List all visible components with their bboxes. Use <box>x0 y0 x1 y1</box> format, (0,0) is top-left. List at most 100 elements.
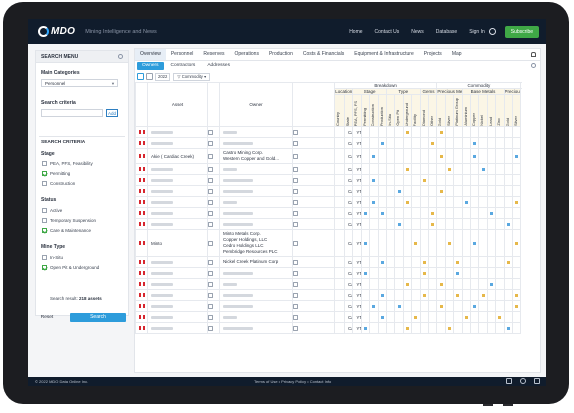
lock-icon[interactable] <box>208 314 213 320</box>
owner-name-cell[interactable] <box>219 163 293 175</box>
lock-icon[interactable] <box>293 292 298 298</box>
lock-icon[interactable] <box>293 259 298 265</box>
export-icon[interactable] <box>137 73 144 80</box>
lock-icon[interactable] <box>293 188 298 194</box>
owner-name-cell[interactable] <box>219 126 293 138</box>
owner-name-cell[interactable] <box>219 278 293 290</box>
tab-equipment-infrastructure[interactable]: Equipment & Infrastructure <box>354 51 414 57</box>
facebook-icon[interactable] <box>520 378 526 384</box>
owner-name-cell[interactable] <box>219 300 293 312</box>
add-button[interactable]: Add <box>106 109 118 117</box>
tab-operations[interactable]: Operations <box>234 51 259 57</box>
checkbox-icon[interactable] <box>42 255 47 260</box>
asset-name-cell[interactable] <box>147 218 208 230</box>
search-button[interactable]: Search <box>70 313 126 322</box>
lock-icon[interactable] <box>293 210 298 216</box>
owner-name-cell[interactable]: Nickel Creek Platinum Corp <box>219 256 293 268</box>
checkbox-icon[interactable] <box>42 208 47 213</box>
calendar-icon[interactable] <box>146 73 153 80</box>
owner-name-cell[interactable] <box>219 322 293 334</box>
nav-database[interactable]: Database <box>435 28 458 35</box>
twitter-icon[interactable] <box>534 378 540 384</box>
subtab-addresses[interactable]: Addresses <box>207 63 230 68</box>
subtab-contractors[interactable]: Contractors <box>170 63 196 68</box>
nav-home[interactable]: Home <box>349 28 363 35</box>
nav-sign-in[interactable]: Sign In <box>469 28 485 35</box>
owner-name-cell[interactable] <box>219 185 293 197</box>
lock-icon[interactable] <box>293 153 298 159</box>
table-row[interactable]: CanadaYT <box>135 174 522 186</box>
asset-name-cell[interactable] <box>147 207 208 219</box>
checkbox-icon[interactable] <box>42 218 47 223</box>
lock-icon[interactable] <box>208 221 213 227</box>
lock-icon[interactable] <box>208 303 213 309</box>
linkedin-icon[interactable] <box>506 378 512 384</box>
table-row[interactable]: CanadaYT <box>135 163 522 175</box>
table-row[interactable]: CanadaYT <box>135 207 522 219</box>
user-icon[interactable] <box>488 28 496 35</box>
tab-overview[interactable]: Overview <box>135 49 166 60</box>
owner-name-cell[interactable] <box>219 267 293 279</box>
lock-icon[interactable] <box>293 177 298 183</box>
lock-icon[interactable] <box>293 129 298 135</box>
asset-name-cell[interactable] <box>147 289 208 301</box>
logo[interactable]: MDO <box>38 26 75 37</box>
bell-icon[interactable] <box>531 52 536 57</box>
asset-name-cell[interactable] <box>147 300 208 312</box>
checkbox-checked-icon[interactable] <box>42 265 47 270</box>
lock-icon[interactable] <box>293 240 298 246</box>
lock-icon[interactable] <box>293 199 298 205</box>
subtab-owners[interactable]: Owners <box>137 62 164 70</box>
tab-projects[interactable]: Projects <box>423 51 442 57</box>
lock-icon[interactable] <box>208 199 213 205</box>
lock-icon[interactable] <box>208 325 213 331</box>
owner-name-cell[interactable] <box>219 196 293 208</box>
owner-name-cell[interactable] <box>219 207 293 219</box>
owner-name-cell[interactable] <box>219 174 293 186</box>
table-row[interactable]: Akie ( Cardiac Creek) Castro Mining Corp.… <box>135 148 522 164</box>
lock-icon[interactable] <box>208 188 213 194</box>
table-row[interactable]: Minto Minto Metals Corp. Copper Holdings,… <box>135 229 522 257</box>
table-row[interactable]: CanadaYT <box>135 289 522 301</box>
lock-icon[interactable] <box>208 270 213 276</box>
checkbox-construction[interactable]: Construction <box>42 181 75 186</box>
lock-icon[interactable] <box>293 221 298 227</box>
table-row[interactable]: CanadaYT <box>135 137 522 149</box>
asset-name-cell[interactable] <box>147 185 208 197</box>
asset-name-cell[interactable] <box>147 137 208 149</box>
checkbox-checked-icon[interactable] <box>42 228 47 233</box>
lock-icon[interactable] <box>293 270 298 276</box>
owner-name-cell[interactable] <box>219 289 293 301</box>
year-select[interactable]: 2022 <box>155 72 171 81</box>
nav-news[interactable]: News <box>411 28 424 35</box>
tab-costs-financials[interactable]: Costs & Financials <box>302 51 345 57</box>
asset-table-wrapper[interactable]: Asset Owner Breakdown Commodity Location Stag… <box>135 82 540 372</box>
info-icon[interactable] <box>531 63 536 68</box>
lock-icon[interactable] <box>293 166 298 172</box>
asset-name-cell[interactable] <box>147 278 208 290</box>
lock-icon[interactable] <box>293 314 298 320</box>
nav-contact-us[interactable]: Contact Us <box>374 28 400 35</box>
tab-personnel[interactable]: Personnel <box>170 51 194 57</box>
lock-icon[interactable] <box>208 153 213 159</box>
tab-reserves[interactable]: Reserves <box>203 51 225 57</box>
subscribe-button[interactable]: Subscribe <box>504 25 539 38</box>
lock-icon[interactable] <box>293 281 298 287</box>
lock-icon[interactable] <box>208 281 213 287</box>
table-row[interactable]: Nickel Creek Platinum Corp CanadaYT <box>135 256 522 268</box>
lock-icon[interactable] <box>293 303 298 309</box>
footer-links[interactable]: Terms of Use • Privacy Policy • Contact … <box>254 379 332 384</box>
commodity-filter[interactable]: ▽ Commodity ▾ <box>173 72 211 81</box>
tab-production[interactable]: Production <box>268 51 293 57</box>
lock-icon[interactable] <box>293 140 298 146</box>
asset-name-cell[interactable] <box>147 126 208 138</box>
checkbox-checked-icon[interactable] <box>42 171 47 176</box>
owner-name-cell[interactable] <box>219 311 293 323</box>
owner-name-cell[interactable] <box>219 218 293 230</box>
checkbox-care-maintenance[interactable]: Care & Maintenance <box>42 228 91 233</box>
checkbox-in-situ[interactable]: In-Situ <box>42 255 63 260</box>
info-icon[interactable] <box>118 54 123 59</box>
checkbox-icon[interactable] <box>42 181 47 186</box>
table-row[interactable]: CanadaYT <box>135 300 522 312</box>
checkbox-permitting[interactable]: Permitting <box>42 171 70 176</box>
